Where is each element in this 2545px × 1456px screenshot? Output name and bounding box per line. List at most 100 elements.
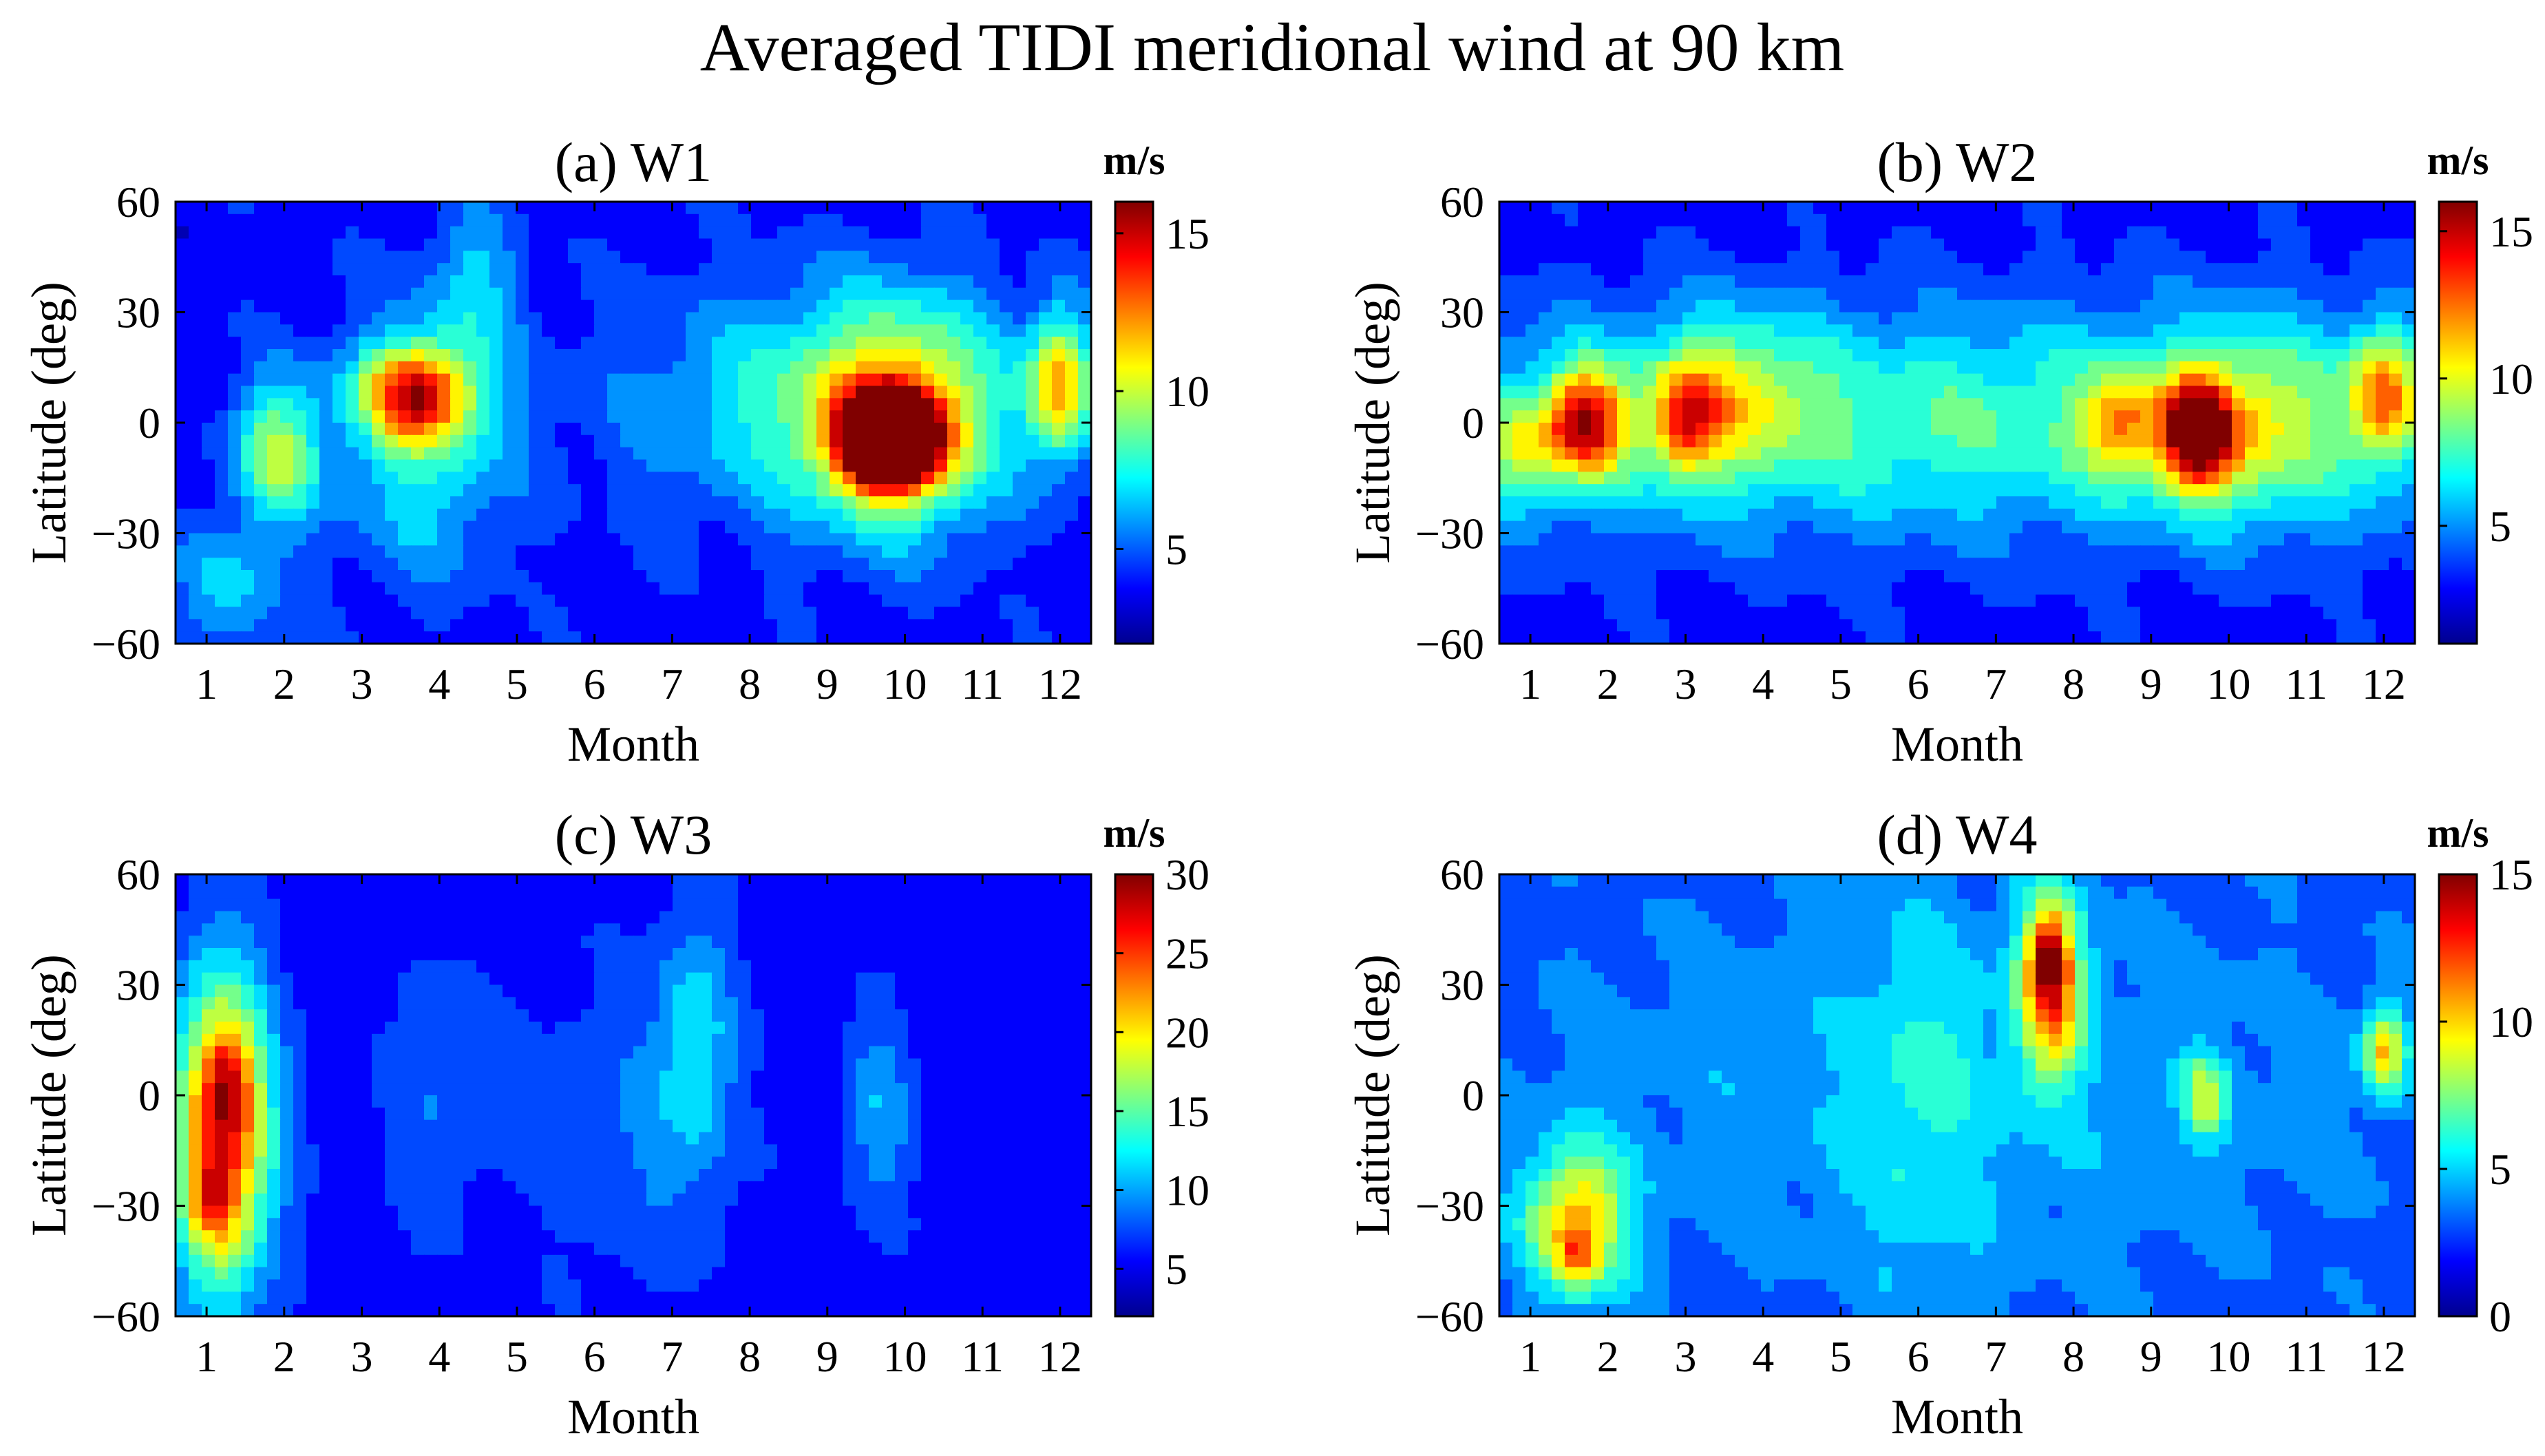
heatmap-cell xyxy=(2389,312,2403,325)
heatmap-cell xyxy=(673,213,686,227)
heatmap-cell xyxy=(973,619,987,632)
heatmap-cell xyxy=(1787,434,1801,448)
heatmap-cell xyxy=(411,619,425,632)
heatmap-cell xyxy=(1931,337,1945,350)
heatmap-cell xyxy=(424,324,438,337)
heatmap-cell xyxy=(882,496,896,509)
heatmap-cell xyxy=(476,533,490,546)
heatmap-cell xyxy=(947,226,961,240)
heatmap-cell xyxy=(2179,263,2193,276)
heatmap-cell xyxy=(189,619,202,632)
heatmap-cell xyxy=(346,570,359,583)
heatmap-cell xyxy=(1866,423,1879,436)
heatmap-cell xyxy=(934,631,948,644)
heatmap-cell xyxy=(2206,337,2219,350)
heatmap-cell xyxy=(947,496,961,509)
heatmap-cell xyxy=(1983,287,1997,301)
heatmap-cell xyxy=(1996,520,2010,534)
heatmap-cell xyxy=(973,312,987,325)
heatmap-cell xyxy=(202,434,215,448)
heatmap-cell xyxy=(699,202,712,215)
heatmap-cell xyxy=(424,337,438,350)
heatmap-cell xyxy=(1682,594,1696,608)
heatmap-cell xyxy=(2206,508,2219,522)
heatmap-cell xyxy=(1892,570,1905,583)
heatmap-cell xyxy=(659,472,673,485)
heatmap-cell xyxy=(2127,324,2141,337)
heatmap-cell xyxy=(2297,434,2311,448)
heatmap-cell xyxy=(1879,459,1892,472)
heatmap-cell xyxy=(332,324,346,337)
heatmap-cell xyxy=(241,398,255,411)
heatmap-cell xyxy=(1643,287,1657,301)
heatmap-cell xyxy=(1643,459,1657,472)
heatmap-cell xyxy=(319,434,333,448)
heatmap-cell xyxy=(2232,287,2246,301)
heatmap-cell xyxy=(1591,226,1605,240)
heatmap-cell xyxy=(437,545,451,558)
heatmap-cell xyxy=(607,447,621,461)
heatmap-cell xyxy=(1918,472,1932,485)
heatmap-cell xyxy=(699,299,712,313)
heatmap-cell xyxy=(1748,447,1762,461)
heatmap-cell xyxy=(228,520,242,534)
heatmap-cell xyxy=(228,251,242,264)
heatmap-cell xyxy=(489,570,503,583)
heatmap-cell xyxy=(1813,423,1827,436)
heatmap-cell xyxy=(2376,275,2389,288)
heatmap-cell xyxy=(1787,398,1801,411)
heatmap-cell xyxy=(1852,226,1866,240)
heatmap-cell xyxy=(398,226,412,240)
heatmap-cell xyxy=(332,349,346,362)
heatmap-cell xyxy=(568,238,582,251)
heatmap-cell xyxy=(2271,459,2285,472)
heatmap-cell xyxy=(960,594,974,608)
heatmap-cell xyxy=(1944,606,1958,620)
heatmap-cell xyxy=(1970,582,1984,595)
heatmap-cell xyxy=(424,312,438,325)
heatmap-cell xyxy=(2075,213,2089,227)
heatmap-cell xyxy=(973,558,987,571)
heatmap-cell xyxy=(542,484,556,497)
heatmap-cell xyxy=(620,496,634,509)
heatmap-cell xyxy=(1026,423,1039,436)
heatmap-cell xyxy=(542,226,556,240)
heatmap-cell xyxy=(280,324,294,337)
heatmap-cell xyxy=(332,312,346,325)
heatmap-cell xyxy=(2088,275,2102,288)
heatmap-cell xyxy=(2258,447,2272,461)
heatmap-cell xyxy=(712,349,726,362)
heatmap-cell xyxy=(398,373,412,387)
heatmap-cell xyxy=(2389,459,2403,472)
heatmap-cell xyxy=(176,582,189,595)
heatmap-cell xyxy=(2023,312,2036,325)
heatmap-cell xyxy=(319,570,333,583)
heatmap-cell xyxy=(215,545,229,558)
heatmap-cell xyxy=(1499,226,1513,240)
heatmap-cell xyxy=(228,508,242,522)
heatmap-cell xyxy=(1800,410,1814,423)
heatmap-cell xyxy=(921,434,935,448)
heatmap-cell xyxy=(2088,213,2102,227)
heatmap-cell xyxy=(359,226,372,240)
heatmap-cell xyxy=(241,386,255,399)
heatmap-cell xyxy=(659,275,673,288)
heatmap-cell xyxy=(2101,484,2115,497)
heatmap-cell xyxy=(2376,312,2389,325)
heatmap-cell xyxy=(830,263,843,276)
heatmap-cell xyxy=(2363,484,2376,497)
heatmap-cell xyxy=(895,520,909,534)
heatmap-cell xyxy=(1826,287,1840,301)
heatmap-cell xyxy=(869,594,883,608)
heatmap-cell xyxy=(2153,606,2167,620)
heatmap-cell xyxy=(882,373,896,387)
heatmap-cell xyxy=(2009,398,2023,411)
heatmap-cell xyxy=(947,558,961,571)
heatmap-cell xyxy=(1735,324,1749,337)
heatmap-cell xyxy=(973,213,987,227)
heatmap-cell xyxy=(1052,213,1066,227)
heatmap-cell xyxy=(581,226,595,240)
heatmap-cell xyxy=(777,299,791,313)
heatmap-cell xyxy=(1983,570,1997,583)
heatmap-cell xyxy=(1591,324,1605,337)
